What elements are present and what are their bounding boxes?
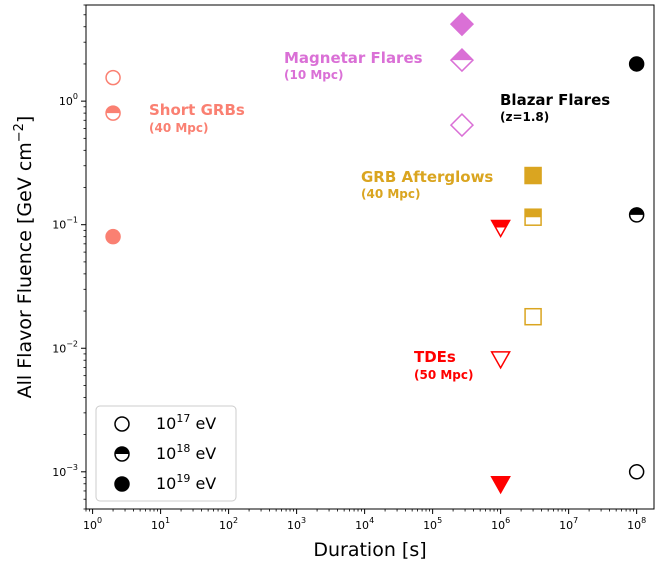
data-markers bbox=[105, 12, 645, 495]
annotation-short-grbs: Short GRBs (40 Mpc) bbox=[149, 101, 245, 135]
y-tick-label: 100 bbox=[59, 92, 78, 108]
x-tick-label: 104 bbox=[355, 516, 374, 532]
annotation-subtitle: (z=1.8) bbox=[500, 110, 549, 124]
legend-label-1e19: 1019 eV bbox=[156, 472, 216, 493]
data-point-grb-afterglows bbox=[524, 166, 542, 185]
x-tick-label: 103 bbox=[287, 516, 306, 532]
legend-markers bbox=[114, 416, 130, 492]
legend: 1017 eV 1018 eV 1019 eV bbox=[95, 405, 237, 502]
legend-label-1e18: 1018 eV bbox=[156, 442, 216, 463]
y-axis-label: All Flavor Fluence [GeV cm−2] bbox=[12, 116, 36, 399]
data-point-short-grbs bbox=[105, 228, 121, 245]
data-point-tdes bbox=[490, 219, 511, 238]
annotation-title: Magnetar Flares bbox=[284, 49, 423, 67]
annotation-blazar-flares: Blazar Flares (z=1.8) bbox=[500, 91, 610, 124]
data-point-short-grbs bbox=[105, 69, 121, 86]
data-point-blazar-flares bbox=[628, 464, 645, 480]
annotation-title: Blazar Flares bbox=[500, 91, 610, 109]
data-point-blazar-flares bbox=[628, 207, 645, 223]
legend-marker-open bbox=[114, 416, 130, 432]
annotation-title: Short GRBs bbox=[149, 101, 245, 119]
x-tick-label: 101 bbox=[151, 516, 170, 532]
legend-marker-full bbox=[114, 476, 130, 492]
annotation-subtitle: (50 Mpc) bbox=[414, 368, 474, 382]
x-axis-ticks: 100 101 102 103 104 105 106 107 108 bbox=[83, 509, 646, 532]
data-point-tdes bbox=[490, 476, 511, 495]
x-tick-label: 106 bbox=[491, 516, 510, 532]
x-tick-label: 108 bbox=[627, 516, 646, 532]
y-tick-label: 10−2 bbox=[52, 339, 78, 355]
annotation-title: TDEs bbox=[414, 348, 456, 366]
annotation-tdes: TDEs (50 Mpc) bbox=[414, 348, 474, 382]
data-point-grb-afterglows bbox=[524, 208, 542, 226]
legend-label-1e17: 1017 eV bbox=[156, 412, 216, 433]
x-tick-label: 100 bbox=[83, 516, 102, 532]
annotation-subtitle: (10 Mpc) bbox=[284, 68, 344, 82]
y-tick-label: 10−3 bbox=[52, 463, 78, 479]
x-axis-label: Duration [s] bbox=[313, 539, 426, 561]
data-point-magnetar-flares bbox=[449, 12, 475, 37]
x-tick-label: 107 bbox=[559, 516, 578, 532]
data-point-tdes bbox=[490, 351, 511, 370]
data-point-magnetar-flares bbox=[449, 48, 475, 73]
x-tick-label: 105 bbox=[423, 516, 442, 532]
y-tick-label: 10−1 bbox=[52, 216, 78, 232]
data-point-short-grbs bbox=[105, 105, 121, 121]
data-point-grb-afterglows bbox=[524, 307, 542, 326]
annotation-subtitle: (40 Mpc) bbox=[361, 187, 421, 201]
legend-marker-half bbox=[114, 446, 130, 462]
annotation-magnetar-flares: Magnetar Flares (10 Mpc) bbox=[284, 49, 423, 82]
annotation-grb-afterglows: GRB Afterglows (40 Mpc) bbox=[361, 168, 493, 201]
y-axis-label-end: ] bbox=[14, 116, 36, 123]
data-point-blazar-flares bbox=[628, 56, 645, 72]
data-point-magnetar-flares bbox=[449, 113, 475, 138]
y-axis-ticks: 10−3 10−2 10−1 100 bbox=[52, 4, 86, 510]
legend-box bbox=[95, 405, 237, 502]
annotation-title: GRB Afterglows bbox=[361, 168, 493, 186]
x-tick-label: 102 bbox=[219, 516, 238, 532]
y-axis-label-main: All Flavor Fluence [GeV cm bbox=[14, 142, 36, 398]
annotation-subtitle: (40 Mpc) bbox=[149, 121, 209, 135]
y-axis-label-exponent: −2 bbox=[12, 123, 27, 142]
